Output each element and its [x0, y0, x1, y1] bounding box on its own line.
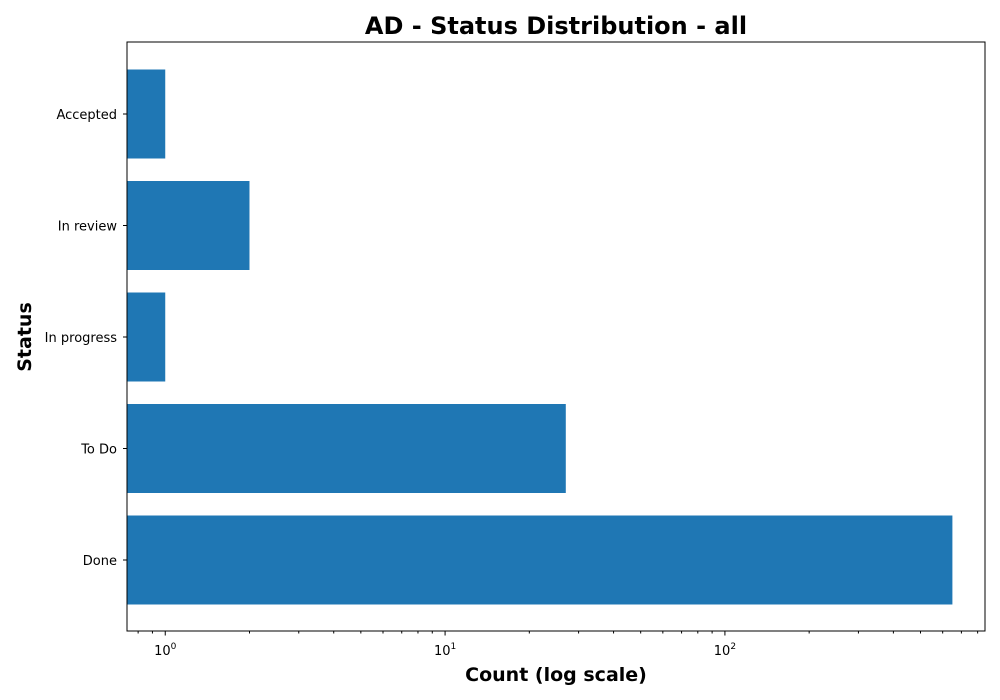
- bar-to-do: [127, 404, 566, 493]
- y-tick-label: In progress: [45, 331, 118, 346]
- plot-frame: [126, 41, 986, 632]
- x-axis-label: Count (log scale): [465, 664, 647, 686]
- x-tick-exponent: 0: [171, 642, 177, 652]
- x-tick-base: 10: [154, 644, 171, 659]
- bar-in-review: [127, 181, 250, 270]
- y-tick-label: Accepted: [56, 108, 117, 123]
- y-tick-label: In review: [58, 220, 118, 235]
- y-tick-label: Done: [83, 554, 117, 569]
- x-tick-exponent: 1: [450, 642, 456, 652]
- bars-group: [127, 69, 953, 605]
- x-tick-label: 102: [714, 642, 736, 659]
- chart-title: AD - Status Distribution - all: [365, 12, 747, 40]
- x-tick-label: 100: [154, 642, 177, 659]
- x-tick-base: 10: [434, 644, 451, 659]
- bar-in-progress: [127, 292, 166, 382]
- x-tick-label: 101: [434, 642, 456, 659]
- y-axis-label: Status: [14, 302, 36, 372]
- x-tick-exponent: 2: [730, 642, 736, 652]
- y-axis-ticks: Done To Do In progress In review Accepted: [45, 108, 127, 569]
- bar-accepted: [127, 69, 166, 159]
- bar-done: [127, 515, 953, 605]
- y-tick-label: To Do: [80, 443, 117, 458]
- x-tick-base: 10: [714, 644, 731, 659]
- x-axis-ticks: 100 101 102: [137, 631, 979, 659]
